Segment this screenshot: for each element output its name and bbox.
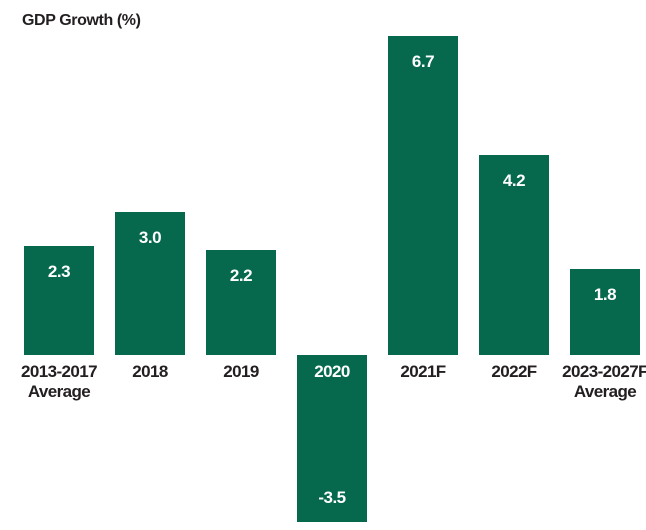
bar-value-label: 1.8	[593, 285, 617, 304]
bar-value-label: 3.0	[138, 228, 162, 247]
x-axis-label-2022f: 2022F	[491, 362, 537, 381]
bar-value-label: 2.2	[229, 266, 253, 285]
bar-2021f: 6.7	[388, 36, 458, 355]
bar-2013-2017-average: 2.3	[24, 246, 94, 355]
x-axis-label-2019: 2019	[223, 362, 259, 381]
bar-2023-2027f-average: 1.8	[570, 269, 640, 355]
bar-value-label: 6.7	[411, 52, 435, 71]
x-axis-label-2018: 2018	[132, 362, 168, 381]
bar-2022f: 4.2	[479, 155, 549, 355]
x-axis-label-2020: 2020	[314, 362, 350, 381]
bar-2018: 3.0	[115, 212, 185, 355]
bar-2019: 2.2	[206, 250, 276, 355]
bar-value-label: 4.2	[502, 171, 526, 190]
x-axis-label-2023-2027f-average: 2023-2027F Average	[562, 362, 646, 401]
x-axis-label-2021f: 2021F	[400, 362, 446, 381]
bar-value-label: -3.5	[318, 488, 346, 507]
bar-2020: -3.5	[297, 355, 367, 522]
chart-title: GDP Growth (%)	[22, 12, 141, 29]
bar-value-label: 2.3	[47, 262, 71, 281]
x-axis-label-2013-2017-average: 2013-2017 Average	[21, 362, 98, 401]
